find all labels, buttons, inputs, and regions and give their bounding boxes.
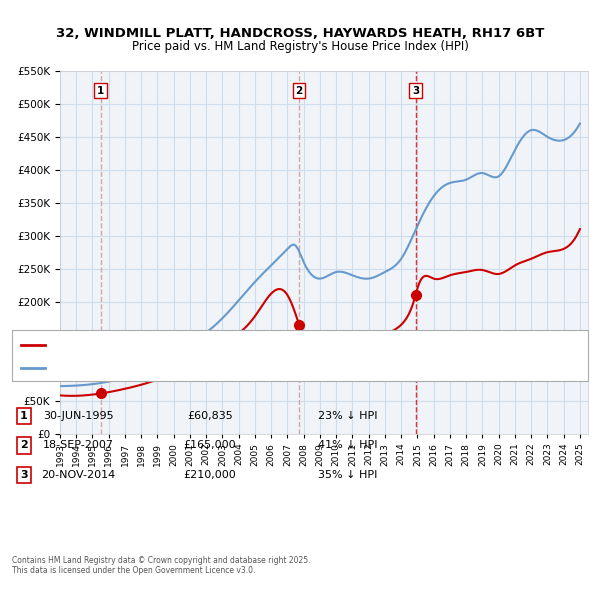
Text: £165,000: £165,000 (184, 441, 236, 450)
Text: 30-JUN-1995: 30-JUN-1995 (43, 411, 113, 421)
Text: Contains HM Land Registry data © Crown copyright and database right 2025.
This d: Contains HM Land Registry data © Crown c… (12, 556, 311, 575)
Text: £60,835: £60,835 (187, 411, 233, 421)
Text: 3: 3 (20, 470, 28, 480)
Text: 41% ↓ HPI: 41% ↓ HPI (318, 441, 378, 450)
Text: 3: 3 (412, 86, 419, 96)
Text: £210,000: £210,000 (184, 470, 236, 480)
Text: 1: 1 (20, 411, 28, 421)
Text: Price paid vs. HM Land Registry's House Price Index (HPI): Price paid vs. HM Land Registry's House … (131, 40, 469, 53)
Text: 1: 1 (97, 86, 104, 96)
Text: 18-SEP-2007: 18-SEP-2007 (43, 441, 113, 450)
Text: 20-NOV-2014: 20-NOV-2014 (41, 470, 115, 480)
Text: 32, WINDMILL PLATT, HANDCROSS, HAYWARDS HEATH, RH17 6BT: 32, WINDMILL PLATT, HANDCROSS, HAYWARDS … (56, 27, 544, 40)
Text: 23% ↓ HPI: 23% ↓ HPI (318, 411, 378, 421)
Text: 32, WINDMILL PLATT, HANDCROSS, HAYWARDS HEATH, RH17 6BT (semi-detached house): 32, WINDMILL PLATT, HANDCROSS, HAYWARDS … (51, 341, 453, 350)
Text: 2: 2 (296, 86, 303, 96)
Text: 35% ↓ HPI: 35% ↓ HPI (319, 470, 377, 480)
Text: 2: 2 (20, 441, 28, 450)
Text: HPI: Average price, semi-detached house, Mid Sussex: HPI: Average price, semi-detached house,… (51, 363, 294, 372)
